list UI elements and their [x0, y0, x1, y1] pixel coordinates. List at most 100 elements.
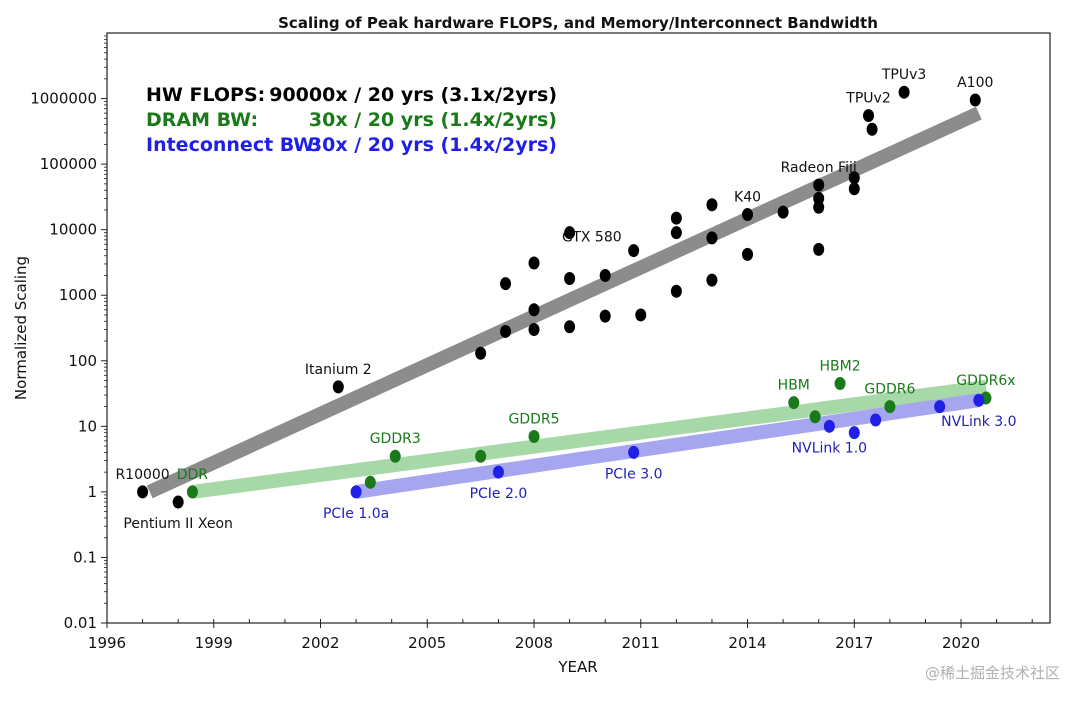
trend-line — [146, 106, 982, 499]
data-point — [670, 211, 682, 225]
x-tick-label: 2005 — [408, 634, 446, 652]
data-point — [599, 268, 611, 282]
y-tick-label: 1000000 — [30, 90, 97, 108]
data-point — [884, 400, 896, 414]
x-tick-label: 2011 — [622, 634, 660, 652]
data-point — [863, 109, 875, 123]
data-points — [137, 85, 992, 509]
data-point — [969, 93, 981, 107]
data-point — [788, 396, 800, 410]
chart-title: Scaling of Peak hardware FLOPS, and Memo… — [278, 14, 878, 32]
y-tick-label: 100 — [68, 352, 97, 370]
plot-frame — [106, 32, 1051, 624]
data-point — [628, 445, 640, 459]
trend-lines — [146, 106, 987, 499]
legend-value: 30x / 20 yrs (1.4x/2yrs) — [309, 109, 557, 131]
data-point — [389, 449, 401, 463]
data-point — [848, 426, 860, 440]
x-tick-label: 1999 — [195, 634, 233, 652]
data-label: K40 — [734, 190, 761, 206]
data-labels: R10000 Pentium II Xeon Itanium 2 GTX 580 K40… — [115, 67, 1016, 532]
data-point — [813, 242, 825, 256]
data-label: R10000 — [115, 467, 169, 483]
data-point — [635, 308, 647, 322]
x-tick-label: 1996 — [88, 634, 126, 652]
data-point — [528, 429, 540, 443]
data-label: TPUv3 — [881, 67, 926, 83]
data-point — [706, 273, 718, 287]
x-tick-label: 2020 — [942, 634, 980, 652]
data-point — [475, 449, 487, 463]
data-point — [706, 231, 718, 245]
data-point — [350, 485, 362, 499]
data-point — [670, 226, 682, 240]
data-label: TPUv2 — [845, 91, 890, 107]
data-point — [475, 346, 487, 360]
data-point — [564, 320, 576, 334]
data-point — [848, 182, 860, 196]
legend-value: 30x / 20 yrs (1.4x/2yrs) — [309, 134, 557, 156]
data-point — [809, 410, 821, 424]
data-label: GDDR6x — [956, 373, 1015, 389]
data-point — [172, 495, 184, 509]
legend-label: HW FLOPS: — [146, 84, 265, 106]
data-label: PCIe 3.0 — [605, 466, 663, 482]
watermark: @稀土掘金技术社区 — [925, 664, 1060, 682]
trend-line — [191, 379, 987, 499]
data-point — [742, 247, 754, 261]
data-label: Pentium II Xeon — [123, 516, 233, 532]
data-point — [823, 419, 835, 433]
data-point — [364, 475, 376, 489]
data-point — [834, 377, 846, 391]
y-tick-label: 100000 — [40, 155, 97, 173]
legend-value: 90000x / 20 yrs (3.1x/2yrs) — [269, 84, 557, 106]
legend-label: DRAM BW: — [146, 109, 258, 131]
data-point — [813, 200, 825, 214]
x-tick-label: 2002 — [301, 634, 339, 652]
data-point — [492, 465, 504, 479]
data-label: GTX 580 — [562, 230, 622, 246]
data-point — [934, 400, 946, 414]
data-label: PCIe 2.0 — [470, 486, 528, 502]
y-axis-label: Normalized Scaling — [12, 256, 30, 400]
data-point — [866, 122, 878, 136]
legend: HW FLOPS: 90000x / 20 yrs (3.1x/2yrs) DRAM… — [146, 84, 557, 156]
data-point — [742, 208, 754, 222]
data-label: GDDR3 — [370, 431, 421, 447]
data-label: NVLink 1.0 — [792, 440, 867, 456]
data-point — [777, 205, 789, 219]
data-point — [670, 284, 682, 298]
data-point — [528, 256, 540, 270]
y-tick-label: 1 — [87, 483, 97, 501]
data-point — [870, 413, 882, 427]
axes: 1996 1999 2002 2005 2008 2011 2014 2017 2020 0.01… — [30, 32, 1051, 652]
data-label: GDDR6 — [864, 382, 915, 398]
y-tick-label: 10 — [78, 417, 97, 435]
data-point — [813, 178, 825, 192]
x-axis-label: YEAR — [557, 658, 597, 676]
data-label: HBM2 — [819, 359, 860, 375]
data-point — [599, 309, 611, 323]
x-tick-label: 2008 — [515, 634, 553, 652]
data-label: DDR — [177, 467, 209, 483]
data-point — [528, 303, 540, 317]
data-point — [564, 271, 576, 285]
y-tick-label: 10000 — [49, 221, 97, 239]
data-point — [628, 244, 640, 258]
data-point — [564, 226, 576, 240]
data-point — [898, 85, 910, 99]
data-label: HBM — [778, 378, 810, 394]
y-tick-label: 1000 — [59, 286, 97, 304]
data-point — [973, 393, 985, 407]
data-point — [137, 485, 149, 499]
data-label: PCIe 1.0a — [323, 506, 389, 522]
x-tick-label: 2017 — [835, 634, 873, 652]
data-point — [500, 324, 512, 338]
data-point — [186, 485, 198, 499]
legend-label: Inteconnect BW: — [146, 134, 321, 156]
data-label: Radeon Fiji — [781, 160, 857, 176]
y-tick-label: 0.01 — [64, 614, 97, 632]
data-label: Itanium 2 — [305, 362, 372, 378]
data-label: NVLink 3.0 — [941, 414, 1016, 430]
